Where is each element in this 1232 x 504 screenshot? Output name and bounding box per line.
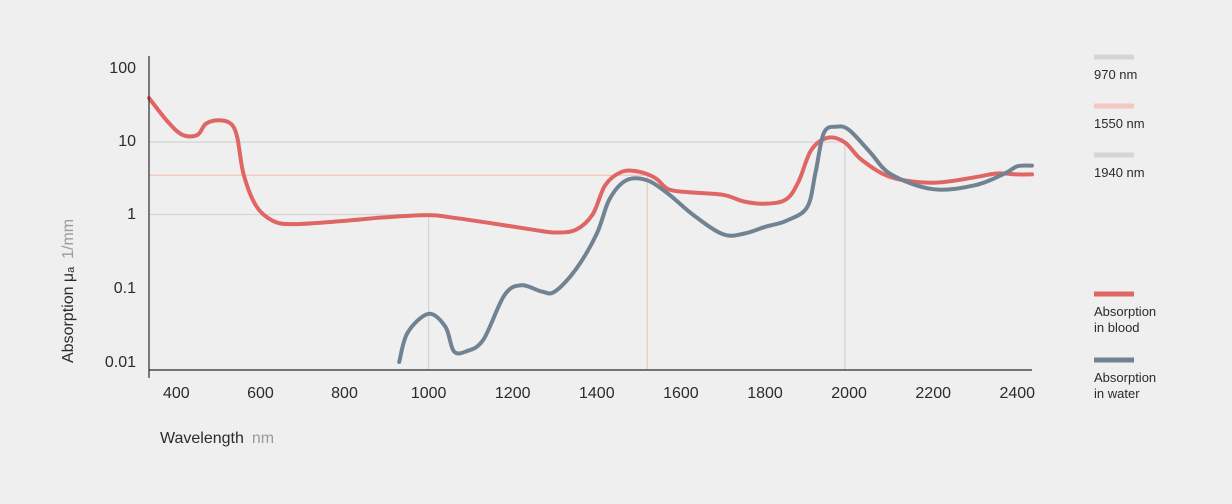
y-tick-labels: 100 10 1 0.1 0.01 [105,60,136,371]
y-tick-label: 0.01 [105,354,136,371]
x-tick-label: 1800 [747,385,783,402]
x-tick-label: 1000 [411,385,447,402]
x-tick-label: 1400 [579,385,615,402]
x-tick-label: 800 [331,385,358,402]
x-tick-label: 2400 [999,385,1035,402]
x-axis-title: Wavelength nm [160,430,274,447]
series-lines [147,96,1034,364]
series-line-absorption-in-blood [147,96,1034,235]
x-tick-labels: 400 600 800 1000 1200 1400 1600 1800 2000 2200 240… [163,385,1035,402]
x-axis-label: Wavelength [160,430,244,447]
legend: 970 nm 1550 nm 1940 nm Absorption in blood Ab… [1094,54,1156,401]
x-tick-label: 1600 [663,385,699,402]
y-axis-label: Absorption μₐ [60,266,77,363]
legend-label-absorption-in-water: Absorption in water [1094,370,1156,401]
x-tick-label: 600 [247,385,274,402]
x-axis-unit: nm [252,430,274,447]
x-tick-label: 400 [163,385,190,402]
legend-label-970-nm: 970 nm [1094,67,1137,82]
y-axis-unit: 1/mm [60,219,77,259]
y-tick-label: 100 [109,60,136,77]
y-tick-label: 0.1 [114,280,136,297]
reference-lines [149,141,846,370]
x-tick-label: 1200 [495,385,531,402]
x-tick-label: 2000 [831,385,867,402]
y-tick-label: 1 [127,206,136,223]
legend-label-1940-nm: 1940 nm [1094,165,1145,180]
x-tick-label: 2200 [915,385,951,402]
legend-label-1550-nm: 1550 nm [1094,116,1145,131]
y-axis-title: Absorption μₐ 1/mm [60,219,77,363]
axes [148,56,1032,378]
y-tick-label: 10 [118,133,136,150]
series-line-absorption-in-water [397,124,1034,364]
legend-label-absorption-in-blood: Absorption in blood [1094,304,1156,335]
